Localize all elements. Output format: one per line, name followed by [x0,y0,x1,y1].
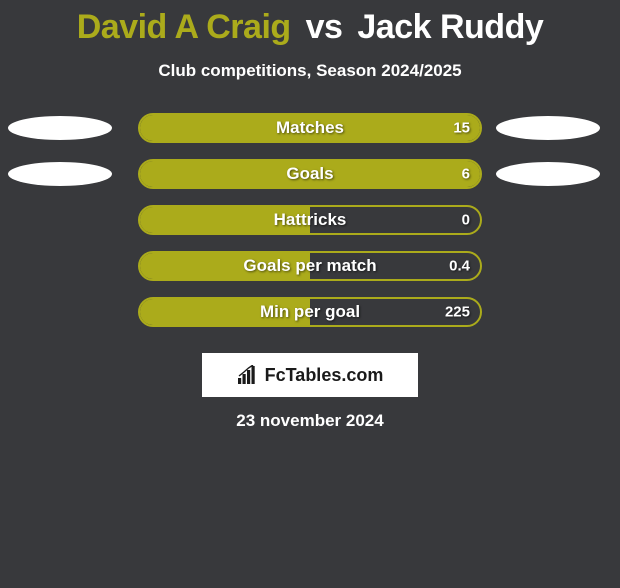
comparison-row: Min per goal225 [0,289,620,335]
bar-fill [140,161,480,187]
bar-fill [140,299,310,325]
bar-value-right: 0.4 [449,258,470,275]
bar-fill [140,115,480,141]
bar-track: Min per goal225 [138,297,482,327]
player2-value-ellipse [496,162,600,186]
vs-text: vs [300,8,349,46]
comparison-row: Matches15 [0,105,620,151]
bar-chart-icon [237,365,261,385]
bar-track: Matches15 [138,113,482,143]
player1-name: David A Craig [77,8,291,46]
bar-track: Goals6 [138,159,482,189]
comparison-row: Goals per match0.4 [0,243,620,289]
bar-track: Goals per match0.4 [138,251,482,281]
bar-fill [140,253,310,279]
comparison-row: Hattricks0 [0,197,620,243]
bar-fill [140,207,310,233]
comparison-row: Goals6 [0,151,620,197]
logo-text: FcTables.com [265,365,384,386]
date: 23 november 2024 [0,411,620,431]
player2-value-ellipse [496,116,600,140]
logo-box[interactable]: FcTables.com [202,353,418,397]
page-title: David A Craig vs Jack Ruddy [0,8,620,47]
bar-track: Hattricks0 [138,205,482,235]
comparison-rows: Matches15 Goals6 Hattricks0 Goals per match… [0,105,620,335]
bar-value-right: 225 [445,304,470,321]
subtitle: Club competitions, Season 2024/2025 [0,61,620,81]
player1-value-ellipse [8,162,112,186]
player2-name: Jack Ruddy [357,8,543,46]
bar-value-right: 0 [462,212,470,229]
player1-value-ellipse [8,116,112,140]
